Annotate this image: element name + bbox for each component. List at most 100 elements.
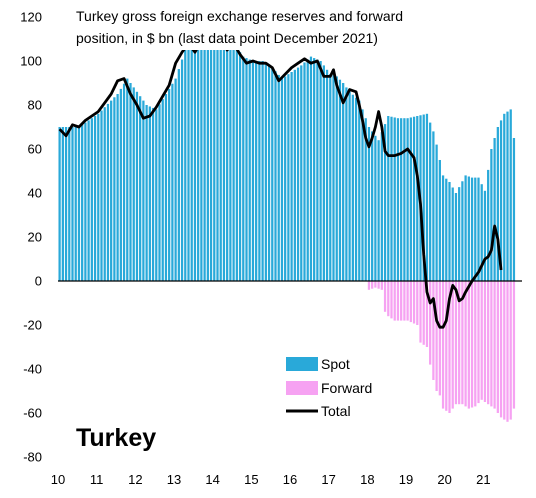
- spot-bar: [81, 124, 84, 281]
- spot-bar: [435, 144, 438, 281]
- spot-bar: [61, 127, 64, 281]
- forward-bar: [445, 281, 448, 411]
- forward-bar: [512, 281, 516, 409]
- total-line: [58, 35, 503, 329]
- y-tick-label: -40: [23, 362, 42, 377]
- y-tick-label: 100: [20, 54, 42, 69]
- spot-bar: [309, 56, 313, 281]
- chart-title-line-1: Turkey gross foreign exchange reserves a…: [76, 8, 403, 24]
- spot-bar: [251, 61, 255, 281]
- spot-bar: [325, 69, 329, 281]
- spot-bar: [393, 117, 396, 281]
- forward-bar: [461, 281, 464, 405]
- spot-bar: [319, 61, 322, 281]
- spot-bar: [261, 61, 264, 281]
- x-tick-label: 10: [51, 472, 65, 487]
- spot-bar: [158, 104, 161, 282]
- forward-bar: [367, 281, 371, 290]
- spot-bar: [361, 109, 364, 282]
- spot-bar: [354, 97, 358, 281]
- spot-bar: [190, 42, 193, 281]
- spot-bar: [409, 117, 412, 281]
- y-tick-label: 20: [28, 230, 42, 245]
- spot-bar: [448, 182, 451, 281]
- spot-bar: [74, 127, 77, 281]
- spot-bar: [200, 44, 203, 282]
- forward-bar: [441, 281, 445, 409]
- spot-bar: [71, 127, 74, 281]
- y-tick-label: -20: [23, 318, 42, 333]
- spot-bar: [100, 110, 103, 281]
- spot-bar: [255, 61, 258, 281]
- y-tick-label: 120: [20, 10, 42, 25]
- forward-bar: [380, 281, 383, 290]
- spot-bar: [477, 177, 480, 281]
- forward-bar: [406, 281, 409, 321]
- legend-swatch-forward: [286, 381, 318, 395]
- y-tick-label: 80: [28, 98, 42, 113]
- forward-bar: [496, 281, 499, 413]
- spot-bar: [296, 67, 300, 281]
- spot-bar: [113, 97, 116, 281]
- forward-bar: [416, 281, 419, 325]
- spot-bar: [351, 94, 354, 281]
- spot-bar: [470, 177, 474, 281]
- spot-bar: [425, 113, 429, 281]
- spot-bar: [348, 91, 351, 281]
- spot-bar: [313, 58, 316, 281]
- spot-bar: [467, 176, 470, 281]
- spot-bar: [509, 109, 512, 282]
- spot-bar: [400, 118, 403, 281]
- spot-bar: [512, 138, 516, 281]
- forward-bar: [451, 281, 454, 409]
- y-tick-label: -60: [23, 406, 42, 421]
- x-tick-label: 13: [167, 472, 181, 487]
- spot-bar: [209, 44, 213, 282]
- legend-label-forward: Forward: [321, 380, 372, 396]
- forward-bar: [412, 281, 416, 324]
- forward-bar: [474, 281, 477, 407]
- spot-bar: [499, 120, 503, 282]
- spot-bar: [271, 67, 274, 281]
- forward-bar: [483, 281, 487, 402]
- spot-bar: [193, 39, 197, 281]
- spot-bar: [387, 116, 390, 281]
- spot-bar: [168, 88, 171, 282]
- spot-bar: [77, 127, 81, 281]
- spot-bar: [438, 160, 441, 281]
- x-tick-label: 14: [205, 472, 219, 487]
- forward-bar: [448, 281, 451, 413]
- spot-bar: [106, 103, 110, 282]
- forward-bar: [493, 281, 496, 409]
- spot-bar: [461, 181, 464, 281]
- spot-bar: [280, 78, 284, 281]
- spot-bar: [284, 76, 287, 282]
- forward-bar: [422, 281, 425, 345]
- spot-bar: [87, 120, 90, 282]
- spot-bar: [119, 88, 122, 282]
- spot-bar: [84, 122, 87, 281]
- forward-bar: [396, 281, 400, 321]
- forward-bar: [499, 281, 503, 418]
- spot-bar: [126, 78, 129, 281]
- forward-bar: [409, 281, 412, 323]
- spot-bar: [445, 178, 448, 281]
- spot-bar: [151, 107, 155, 282]
- spot-bar: [416, 116, 419, 281]
- spot-bar: [342, 83, 345, 281]
- spot-bar: [145, 105, 148, 281]
- spot-bar: [258, 61, 261, 281]
- spot-bar: [219, 40, 222, 281]
- x-tick-label: 15: [244, 472, 258, 487]
- spot-bar: [110, 100, 113, 281]
- spot-bar: [306, 59, 309, 281]
- y-tick-label: 40: [28, 186, 42, 201]
- spot-bar: [451, 187, 454, 281]
- forward-bar: [371, 281, 374, 289]
- spot-bar: [374, 135, 377, 281]
- spot-bar: [161, 99, 164, 281]
- y-tick-label: 60: [28, 142, 42, 157]
- spot-bar: [116, 94, 119, 281]
- spot-bar: [226, 40, 229, 281]
